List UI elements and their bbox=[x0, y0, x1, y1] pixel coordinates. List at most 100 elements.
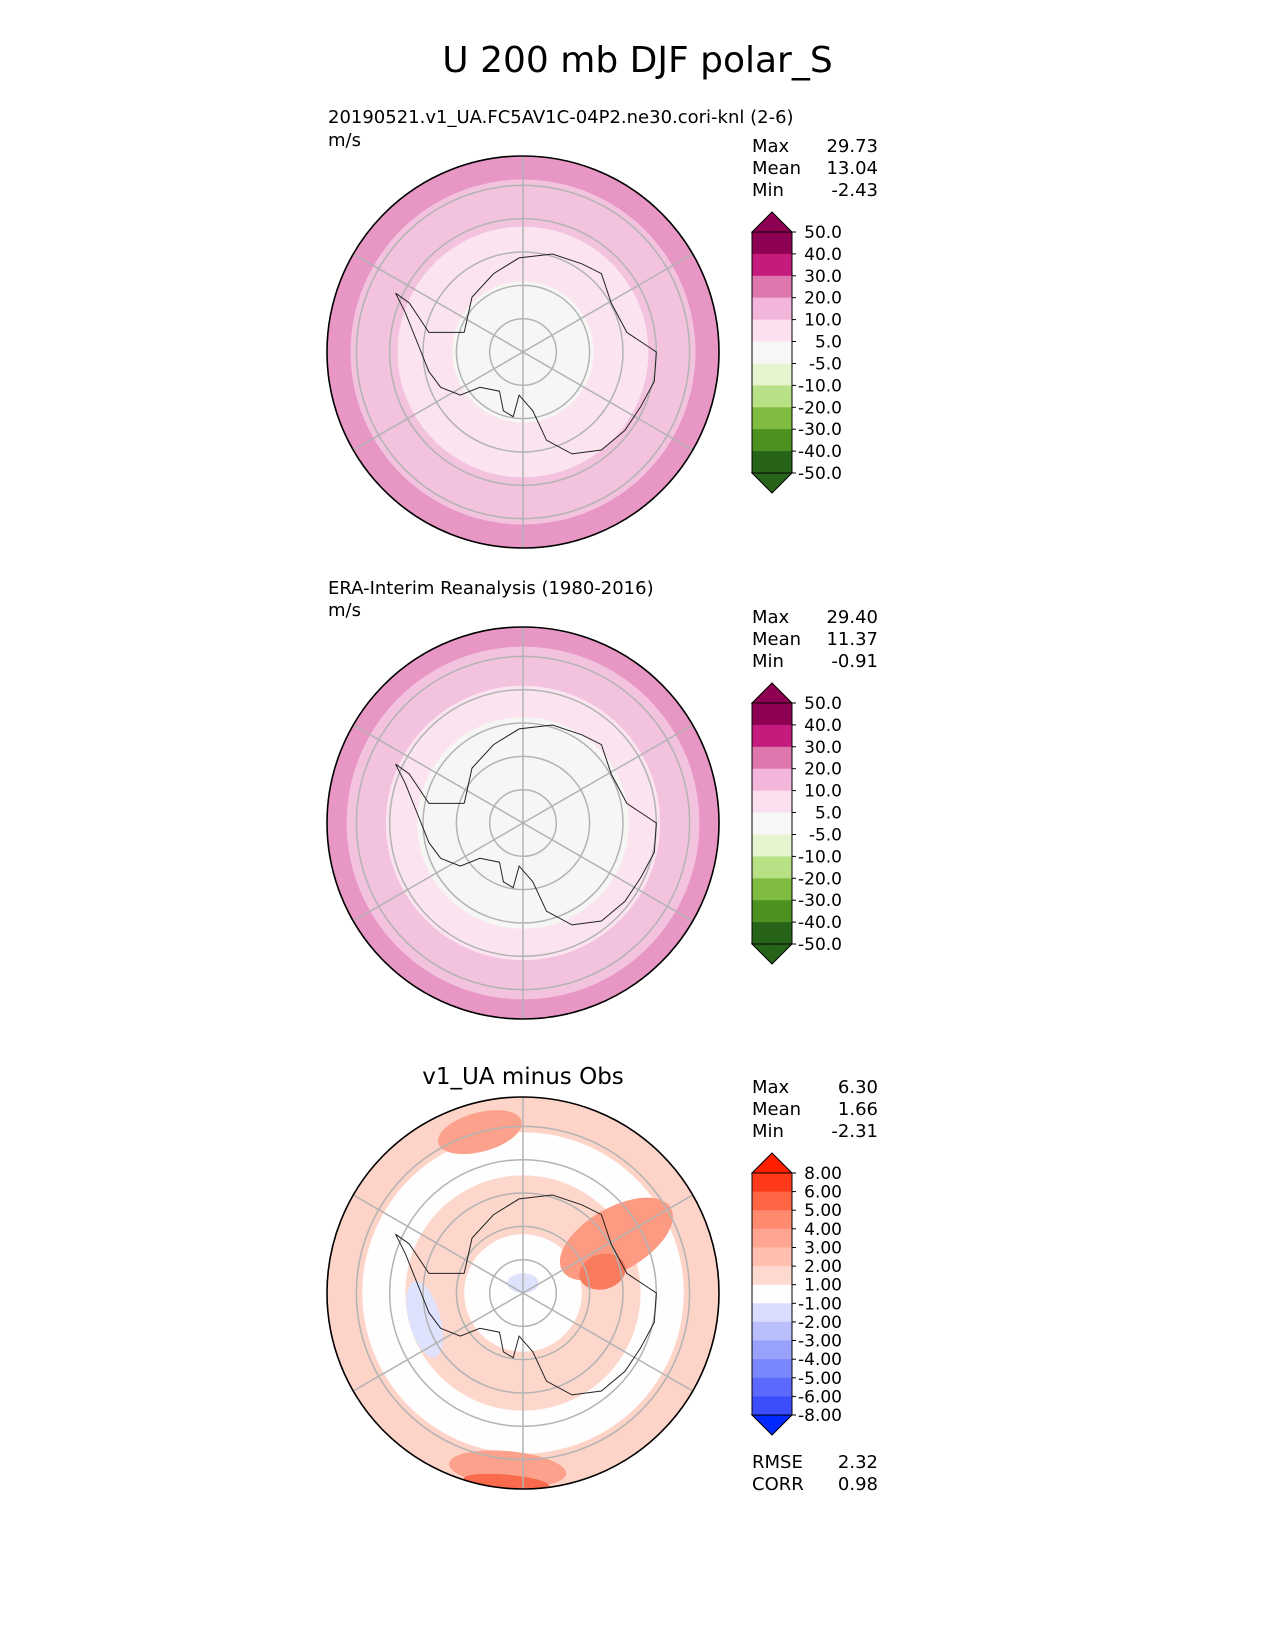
panel-2-units: m/s bbox=[328, 600, 361, 621]
stat-label: Mean bbox=[752, 1099, 802, 1120]
colorbar-tick-label: 30.0 bbox=[804, 738, 842, 758]
stat-value: 13.04 bbox=[826, 158, 878, 179]
colorbar-extend-max bbox=[750, 682, 794, 704]
metric-value: 0.98 bbox=[837, 1474, 878, 1495]
stat-label: Max bbox=[752, 1077, 790, 1098]
colorbar-segment bbox=[752, 1396, 792, 1416]
stat-value: -2.43 bbox=[831, 180, 878, 201]
colorbar-tick-label: -5.0 bbox=[809, 826, 842, 846]
panel-1-title: 20190521.v1_UA.FC5AV1C-04P2.ne30.cori-kn… bbox=[328, 107, 794, 128]
colorbar-segment bbox=[752, 1191, 792, 1211]
colorbar-segment bbox=[752, 429, 792, 452]
colorbar-tick-label: -50.0 bbox=[798, 935, 842, 955]
colorbar-segment bbox=[752, 1321, 792, 1341]
colorbar-segment bbox=[752, 275, 792, 299]
colorbar-extend-max bbox=[750, 1152, 794, 1174]
colorbar-segment bbox=[752, 922, 792, 945]
map-panel-1 bbox=[327, 156, 719, 548]
stat-value: 11.37 bbox=[826, 629, 878, 650]
colorbar-tick-label: 50.0 bbox=[804, 223, 842, 243]
colorbar-segment bbox=[752, 724, 792, 748]
colorbar-segment bbox=[752, 297, 792, 321]
colorbar-segment bbox=[752, 232, 792, 255]
map-panel-2 bbox=[327, 627, 719, 1019]
colorbar-tick-label: 50.0 bbox=[804, 694, 842, 714]
colorbar-tick-label: -10.0 bbox=[798, 847, 842, 867]
colorbar-tick-label: 6.00 bbox=[804, 1183, 842, 1203]
field-anomaly-patch bbox=[579, 1253, 626, 1290]
colorbar-segment bbox=[752, 812, 792, 835]
colorbar-extend-max bbox=[750, 211, 794, 233]
colorbar-tick-label: 2.00 bbox=[804, 1257, 842, 1277]
colorbar-tick-label: 5.0 bbox=[815, 804, 842, 824]
colorbar-segment bbox=[752, 1173, 792, 1193]
colorbar-extend-min bbox=[750, 472, 794, 494]
colorbar-segment bbox=[752, 1228, 792, 1248]
map-boundary bbox=[326, 1096, 720, 1490]
colorbar-tick-label: -10.0 bbox=[798, 376, 842, 396]
panel-1-stats: Max 29.73 Mean 13.04 Min -2.43 bbox=[752, 136, 878, 202]
colorbar-tick-label: -2.00 bbox=[798, 1313, 842, 1333]
stat-value: 6.30 bbox=[837, 1077, 878, 1098]
colorbar-segment bbox=[752, 768, 792, 792]
longitude-gridline bbox=[352, 253, 694, 451]
colorbar-tick-label: -5.00 bbox=[798, 1369, 842, 1389]
stat-label: Min bbox=[752, 180, 784, 201]
stat-label: Mean bbox=[752, 629, 802, 650]
colorbar-tick-label: 20.0 bbox=[804, 760, 842, 780]
stat-value: -0.91 bbox=[831, 651, 878, 672]
colorbar-frame bbox=[751, 231, 793, 474]
metric-label: CORR bbox=[752, 1474, 804, 1495]
colorbar-frame bbox=[751, 1172, 793, 1416]
stat-value: 29.40 bbox=[826, 607, 878, 628]
colorbar-segment bbox=[752, 407, 792, 430]
antarctica-coastline bbox=[395, 253, 657, 455]
colorbar-tick-label: -8.00 bbox=[798, 1406, 842, 1426]
colorbar-extend-min bbox=[750, 1414, 794, 1436]
stat-value: -2.31 bbox=[831, 1121, 878, 1142]
map-panel-3 bbox=[327, 1097, 719, 1489]
map-boundary bbox=[326, 155, 720, 549]
colorbar-segment bbox=[752, 1284, 792, 1304]
stat-label: Max bbox=[752, 136, 790, 157]
colorbar-segment bbox=[752, 1210, 792, 1230]
colorbar-tick-label: 5.0 bbox=[815, 333, 842, 353]
panel-3-title: v1_UA minus Obs bbox=[422, 1064, 624, 1090]
colorbar-tick-label: -50.0 bbox=[798, 464, 842, 484]
colorbar-segment bbox=[752, 1266, 792, 1286]
colorbar-segment bbox=[752, 319, 792, 342]
colorbar-segment bbox=[752, 790, 792, 813]
colorbar-tick-label: -20.0 bbox=[798, 398, 842, 418]
colorbar-tick-label: -20.0 bbox=[798, 869, 842, 889]
colorbar-tick-label: -4.00 bbox=[798, 1350, 842, 1370]
colorbar-tick-label: -5.0 bbox=[809, 355, 842, 375]
colorbar-tick-label: 8.00 bbox=[804, 1164, 842, 1184]
figure-title: U 200 mb DJF polar_S bbox=[442, 40, 833, 81]
stat-label: Min bbox=[752, 1121, 784, 1142]
colorbar-tick-label: 20.0 bbox=[804, 289, 842, 309]
colorbar-tick-label: 40.0 bbox=[804, 245, 842, 265]
colorbar-tick-label: 10.0 bbox=[804, 311, 842, 331]
antarctica-coastline bbox=[395, 724, 657, 926]
colorbar-segment bbox=[752, 1247, 792, 1267]
stat-value: 29.73 bbox=[826, 136, 878, 157]
panel-3-metrics: RMSE 2.32 CORR 0.98 bbox=[752, 1452, 878, 1496]
colorbar-segment bbox=[752, 1377, 792, 1397]
longitude-gridline bbox=[352, 1194, 694, 1392]
colorbar-segment bbox=[752, 856, 792, 879]
colorbar-tick-label: 30.0 bbox=[804, 267, 842, 287]
metric-value: 2.32 bbox=[837, 1452, 878, 1473]
colorbar-tick-label: -30.0 bbox=[798, 891, 842, 911]
colorbar-segment bbox=[752, 900, 792, 923]
stat-label: Max bbox=[752, 607, 790, 628]
stat-value: 1.66 bbox=[837, 1099, 878, 1120]
colorbar-tick-label: -30.0 bbox=[798, 420, 842, 440]
colorbar-extend-min bbox=[750, 943, 794, 965]
panel-2-title: ERA-Interim Reanalysis (1980-2016) bbox=[328, 578, 654, 599]
colorbar-segment bbox=[752, 1303, 792, 1323]
longitude-gridline bbox=[352, 724, 694, 922]
colorbar-tick-label: -3.00 bbox=[798, 1332, 842, 1352]
map-boundary bbox=[326, 626, 720, 1020]
panel-3-stats: Max 6.30 Mean 1.66 Min -2.31 bbox=[752, 1077, 878, 1143]
colorbar-tick-label: 40.0 bbox=[804, 716, 842, 736]
